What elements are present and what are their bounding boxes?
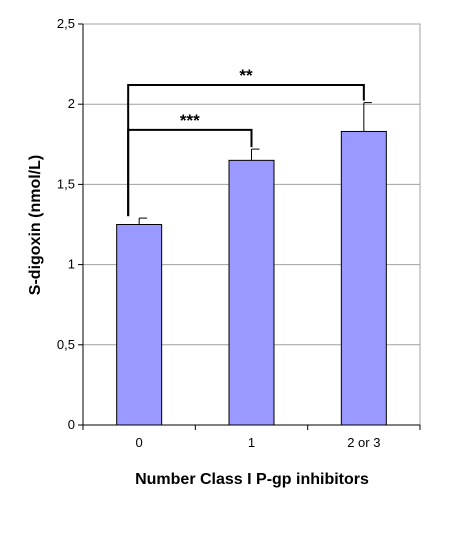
significance-bracket [127, 128, 253, 217]
y-tick-label: 1 [68, 257, 75, 272]
x-tick-label: 1 [248, 435, 255, 450]
x-axis-title: Number Class I P-gp inhibitors [135, 471, 369, 488]
y-tick-label: 0,5 [57, 337, 75, 352]
bar [340, 130, 387, 426]
significance-label: ** [239, 66, 253, 85]
bar [228, 159, 275, 426]
y-tick-labels: 0 0,5 1 1,5 2 2,5 [57, 16, 75, 432]
significance-label: *** [180, 111, 200, 130]
y-tick-label: 2,5 [57, 16, 75, 31]
y-tick-label: 1,5 [57, 176, 75, 191]
y-axis-title: S-digoxin (nmol/L) [27, 155, 44, 295]
x-tick-label: 0 [136, 435, 143, 450]
axes [78, 23, 421, 430]
error-bars [138, 102, 372, 225]
y-tick-label: 0 [68, 417, 75, 432]
significance-brackets: ***** [127, 66, 365, 217]
x-tick-labels: 0 1 2 or 3 [136, 435, 381, 450]
y-tick-label: 2 [68, 96, 75, 111]
bars [116, 130, 387, 426]
x-tick-label: 2 or 3 [347, 435, 380, 450]
bar [116, 224, 163, 426]
